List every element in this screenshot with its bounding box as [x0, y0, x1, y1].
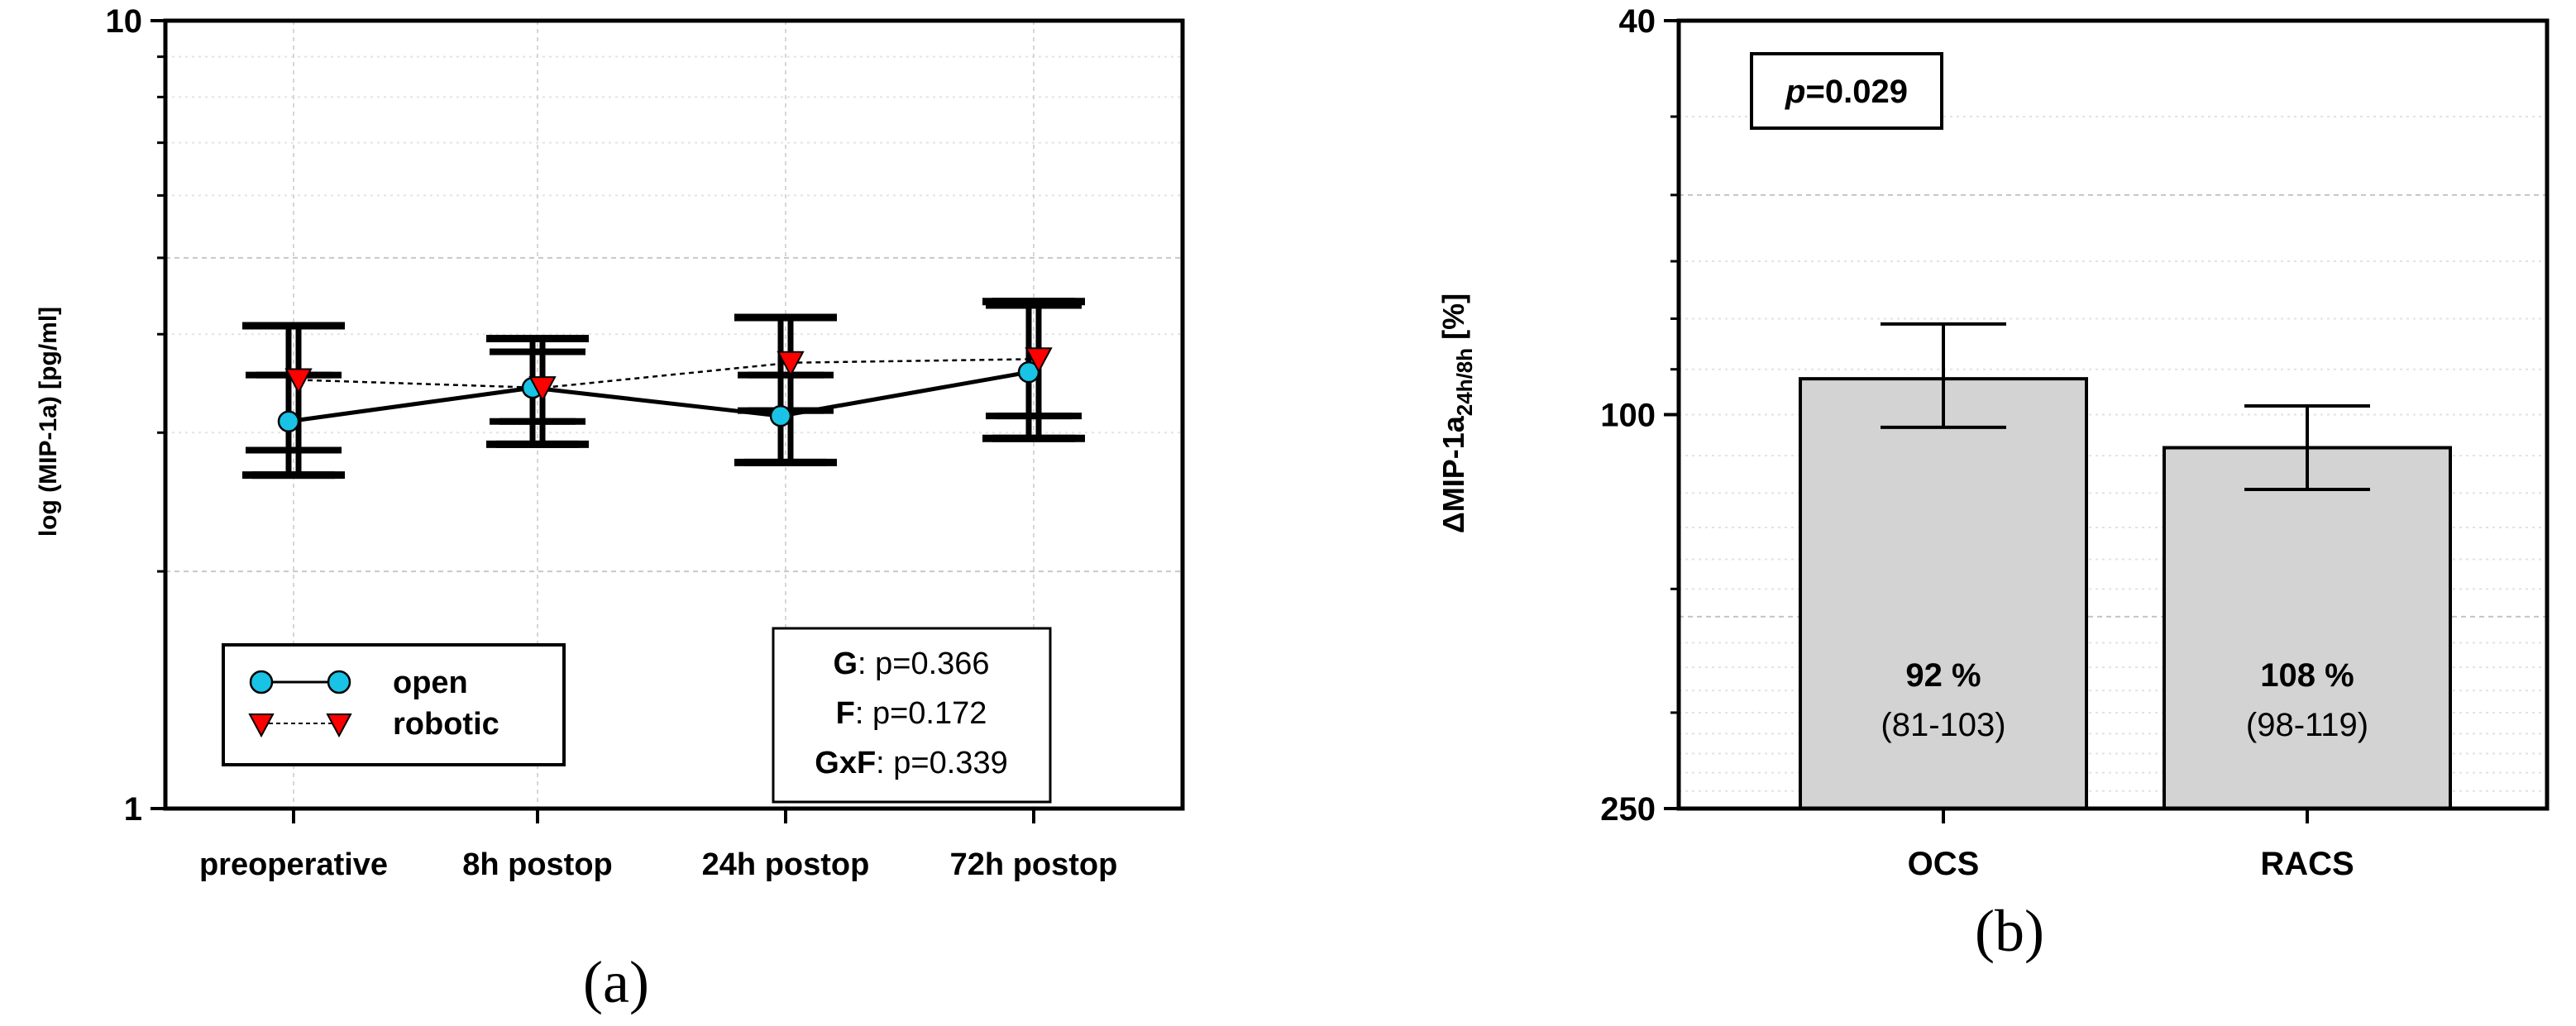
y-tick-label: 100	[1600, 398, 1656, 434]
panel-b-y-ticks: 40 100 250	[1600, 3, 1679, 828]
x-tick-label: 72h postop	[950, 847, 1118, 882]
x-tick-label: 8h postop	[462, 847, 613, 882]
legend-open-marker-right	[327, 670, 351, 694]
stats-gxf-value: : p=0.339	[876, 746, 1008, 780]
p-annotation-italic: p	[1785, 74, 1805, 110]
stats-frame	[772, 627, 1052, 804]
panel-a-y-axis-label: log (MIP-1a) [pg/ml]	[35, 307, 62, 537]
stats-f-value: : p=0.172	[855, 696, 987, 731]
legend-robotic-marker-right	[326, 713, 352, 738]
legend-open-marker-left	[249, 670, 274, 694]
x-tick-label: 24h postop	[702, 847, 870, 882]
panel-b-y-axis-label: ΔMIP-1a24h/8h [%]	[1436, 293, 1477, 533]
x-tick-label: OCS	[1908, 846, 1980, 882]
panel-a-label: (a)	[583, 949, 649, 1015]
panel-a-plot-frame	[163, 18, 1185, 811]
panel-b-label: (b)	[1975, 898, 2044, 964]
panel-a-chart: 1 10 preoperative 8h postop 24h postop 72h p…	[35, 3, 1185, 1015]
y-tick-label: 1	[124, 791, 142, 828]
panel-a-y-ticks: 1 10	[106, 3, 165, 828]
stats-f-line: F: p=0.172	[836, 696, 987, 731]
stats-f-label: F	[836, 696, 855, 731]
legend-open-label: open	[393, 666, 468, 700]
marker-open	[769, 404, 792, 427]
marker-robotic	[777, 351, 805, 377]
y-tick-label: 40	[1619, 3, 1656, 40]
bar-ci-label: (81-103)	[1881, 707, 2005, 743]
panel-a-stats-box: G: p=0.366 F: p=0.172 GxF: p=0.339	[772, 627, 1052, 804]
bar-RACS	[2163, 446, 2452, 810]
y-label-subscript: 24h/8h	[1452, 348, 1477, 416]
panel-a-error-bars	[242, 298, 1085, 480]
stats-g-value: : p=0.366	[858, 647, 990, 681]
y-tick-label: 250	[1600, 791, 1656, 828]
panel-b-chart: 92 % (81-103) 108 % (98-119) 40 100 250 OCS RA…	[1436, 3, 2550, 964]
marker-open	[277, 410, 300, 432]
series-line-open	[288, 370, 1030, 424]
panel-b-bars: 92 % (81-103) 108 % (98-119)	[1799, 322, 2452, 811]
marker-robotic	[528, 376, 557, 403]
y-label-unit: [%]	[1436, 293, 1470, 348]
x-tick-label: preoperative	[199, 847, 388, 882]
panel-a-markers	[277, 347, 1053, 432]
marker-robotic	[1025, 347, 1053, 374]
panel-a-legend: open robotic	[222, 643, 566, 766]
bar-value-label: 108 %	[2260, 657, 2354, 694]
stats-g-line: G: p=0.366	[833, 647, 989, 681]
stats-g-label: G	[833, 647, 858, 681]
stats-gxf-line: GxF: p=0.339	[815, 746, 1007, 780]
y-label-main: ΔMIP-1a	[1436, 415, 1470, 533]
y-tick-label: 10	[106, 3, 143, 40]
p-annotation-frame	[1750, 52, 1943, 130]
bar-ci-label: (98-119)	[2246, 707, 2368, 743]
panel-b-x-ticks: OCS RACS	[1908, 809, 2354, 882]
bar-OCS	[1799, 377, 2088, 811]
x-tick-label: RACS	[2260, 846, 2354, 882]
bar-value-label: 92 %	[1905, 657, 1981, 694]
panel-a-series-lines	[288, 358, 1039, 424]
series-line-robotic	[298, 358, 1039, 389]
stats-gxf-label: GxF	[815, 746, 876, 780]
legend-frame	[222, 643, 566, 766]
marker-robotic	[284, 368, 313, 394]
legend-robotic-label: robotic	[393, 707, 499, 742]
legend-robotic-marker-left	[248, 713, 275, 738]
panel-b-p-annotation: p=0.029	[1750, 52, 1943, 130]
p-annotation-value: =0.029	[1805, 74, 1907, 110]
panel-a-x-ticks: preoperative 8h postop 24h postop 72h posto…	[199, 809, 1117, 882]
p-annotation-text: p=0.029	[1785, 74, 1908, 110]
